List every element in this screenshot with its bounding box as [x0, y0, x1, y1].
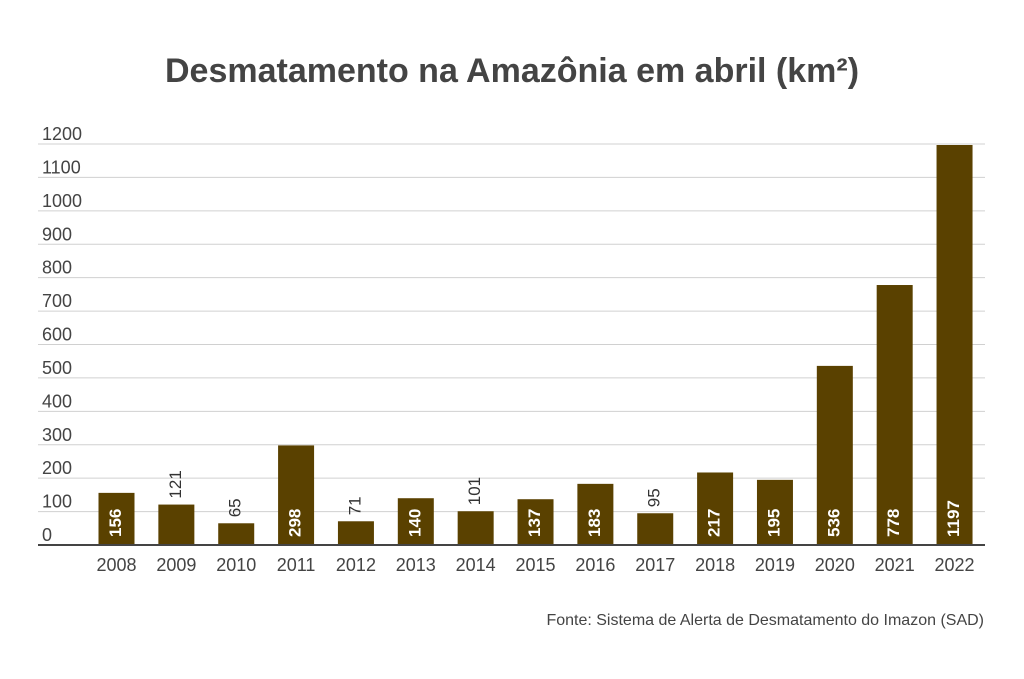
bar: [158, 504, 195, 545]
bar-value-label: 217: [705, 509, 724, 537]
x-tick-label: 2012: [336, 555, 376, 575]
x-tick-label: 2011: [277, 555, 316, 575]
y-tick-label: 900: [42, 224, 72, 244]
bar-value-label: 140: [405, 509, 424, 537]
x-tick-label: 2020: [815, 555, 855, 575]
bar: [397, 498, 434, 545]
x-tick-label: 2019: [755, 555, 795, 575]
chart-title: Desmatamento na Amazônia em abril (km²): [164, 52, 860, 90]
bar: [517, 499, 554, 545]
bar-value-label: 183: [585, 509, 604, 537]
bar: [756, 479, 793, 545]
bar-value-label: 536: [824, 509, 843, 537]
bar-value-label: 156: [106, 509, 125, 537]
y-tick-label: 700: [42, 291, 72, 311]
x-tick-label: 2013: [396, 555, 436, 575]
source-note: Fonte: Sistema de Alerta de Desmatamento…: [546, 612, 984, 629]
bar-value-label: 137: [525, 509, 544, 537]
bar-value-label: 298: [286, 509, 305, 537]
y-tick-label: 1200: [42, 124, 82, 144]
bar-value-label: 778: [884, 509, 903, 537]
bar: [278, 445, 315, 545]
y-tick-label: 1100: [42, 157, 81, 177]
x-tick-label: 2018: [695, 555, 735, 575]
y-tick-label: 500: [42, 358, 72, 378]
bar-value-label: 95: [645, 488, 664, 507]
bar: [577, 483, 614, 545]
bar: [337, 521, 374, 545]
y-tick-label: 800: [42, 258, 72, 278]
bar: [936, 145, 973, 545]
bar-value-label: 101: [465, 477, 484, 505]
bar: [457, 511, 494, 545]
bar: [637, 513, 674, 545]
bar-value-label: 1197: [944, 500, 963, 537]
bar: [876, 285, 913, 545]
x-tick-label: 2016: [575, 555, 615, 575]
bar-value-label: 121: [166, 470, 185, 498]
x-tick-label: 2021: [875, 555, 915, 575]
x-tick-label: 2015: [515, 555, 555, 575]
bar: [816, 365, 853, 545]
x-tick-label: 2017: [635, 555, 675, 575]
y-tick-label: 300: [42, 425, 72, 445]
bar-value-label: 65: [226, 498, 245, 517]
x-tick-label: 2009: [156, 555, 196, 575]
bar: [697, 472, 734, 545]
y-tick-label: 600: [42, 325, 72, 345]
y-tick-label: 1000: [42, 191, 82, 211]
bar: [98, 492, 135, 545]
y-tick-label: 100: [42, 492, 72, 512]
y-tick-label: 0: [42, 525, 52, 545]
bar-value-label: 195: [764, 509, 783, 537]
x-tick-label: 2008: [96, 555, 136, 575]
y-tick-label: 200: [42, 458, 72, 478]
bar: [218, 523, 255, 545]
x-tick-label: 2022: [935, 555, 975, 575]
x-tick-label: 2010: [216, 555, 256, 575]
y-tick-label: 400: [42, 391, 72, 411]
bar-value-label: 71: [345, 496, 364, 515]
x-tick-label: 2014: [456, 555, 496, 575]
